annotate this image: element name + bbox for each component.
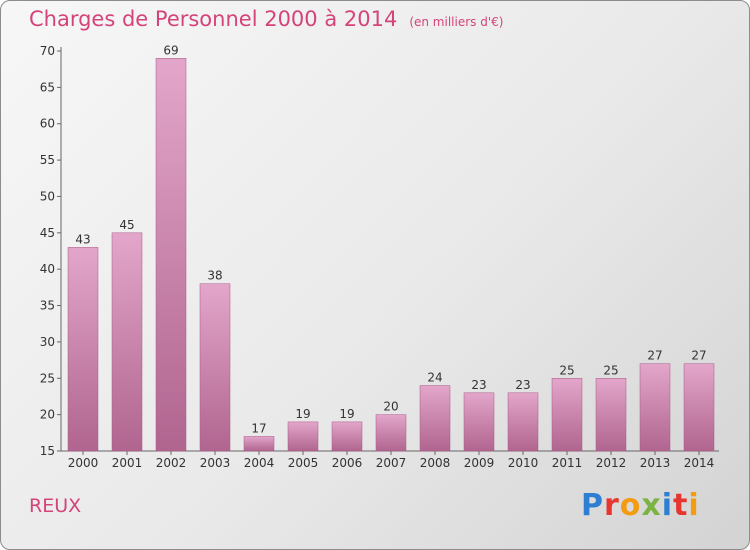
data-label-2003: 38 [207,269,222,283]
x-tick-label-2004: 2004 [244,456,275,470]
bar-2011 [551,378,583,452]
x-tick-label-2008: 2008 [420,456,451,470]
data-label-2011: 25 [559,363,574,377]
y-tick-label: 25 [40,371,55,385]
y-tick-label: 65 [40,80,55,94]
x-tick-label-2013: 2013 [640,456,671,470]
data-label-2000: 43 [75,232,90,246]
data-label-2006: 19 [339,407,354,421]
chart-subtitle: (en milliers d'€) [409,15,504,29]
bar-2007 [375,414,407,452]
logo-letter: x [641,488,662,523]
place-name: REUX [29,495,82,517]
y-tick-label: 40 [40,262,55,276]
x-tick-label-2014: 2014 [684,456,715,470]
data-label-2014: 27 [691,349,706,363]
proxiti-logo: Proxiti [581,488,700,523]
chart-title: Charges de Personnel 2000 à 2014 (en mill… [29,7,503,31]
x-tick-label-2007: 2007 [376,456,407,470]
bar-2005 [287,421,319,452]
logo-letter: r [604,488,620,523]
bar-2012 [595,378,627,452]
bar-2003 [199,283,231,452]
y-tick-label: 15 [40,444,55,458]
data-label-2005: 19 [295,407,310,421]
x-tick-label-2012: 2012 [596,456,627,470]
x-tick-label-2000: 2000 [68,456,99,470]
data-label-2012: 25 [603,363,618,377]
y-tick-label: 50 [40,189,55,203]
chart-bars: 43 45 69 38 17 19 19 20 24 23 23 25 25 27 27 [67,43,715,452]
x-tick-label-2003: 2003 [200,456,231,470]
x-tick-label-2002: 2002 [156,456,187,470]
y-tick-label: 45 [40,226,55,240]
data-label-2004: 17 [251,421,266,435]
x-tick-label-2011: 2011 [552,456,583,470]
data-label-2010: 23 [515,378,530,392]
logo-letter: o [619,488,642,523]
y-tick-label: 20 [40,408,55,422]
data-label-2007: 20 [383,400,398,414]
x-tick-label-2009: 2009 [464,456,495,470]
data-label-2008: 24 [427,371,442,385]
bar-2004 [243,436,275,452]
bar-2002 [155,58,187,452]
bar-2013 [639,363,671,452]
bar-2000 [67,247,99,452]
data-label-2009: 23 [471,378,486,392]
x-tick-label-2006: 2006 [332,456,363,470]
chart-title-text: Charges de Personnel 2000 à 2014 [29,7,398,31]
bar-2009 [463,392,495,452]
bar-2006 [331,421,363,452]
bar-2001 [111,232,143,452]
logo-letter: i [688,488,700,523]
y-tick-label: 35 [40,299,55,313]
y-tick-label: 60 [40,117,55,131]
logo-letter: t [673,488,689,523]
logo-letter: P [581,488,604,523]
bar-2008 [419,385,451,452]
bar-2010 [507,392,539,452]
data-label-2001: 45 [119,218,134,232]
data-label-2013: 27 [647,349,662,363]
x-tick-label-2005: 2005 [288,456,319,470]
bar-2014 [683,363,715,452]
x-tick-label-2001: 2001 [112,456,143,470]
y-tick-label: 55 [40,153,55,167]
data-label-2002: 69 [163,43,178,57]
chart-axes: 15 20 25 30 35 40 45 50 55 60 65 70 2000 2001 2002 2003… [40,44,719,470]
logo-letter: i [661,488,674,523]
y-tick-label: 70 [40,44,55,58]
x-tick-label-2010: 2010 [508,456,539,470]
y-tick-label: 30 [40,335,55,349]
